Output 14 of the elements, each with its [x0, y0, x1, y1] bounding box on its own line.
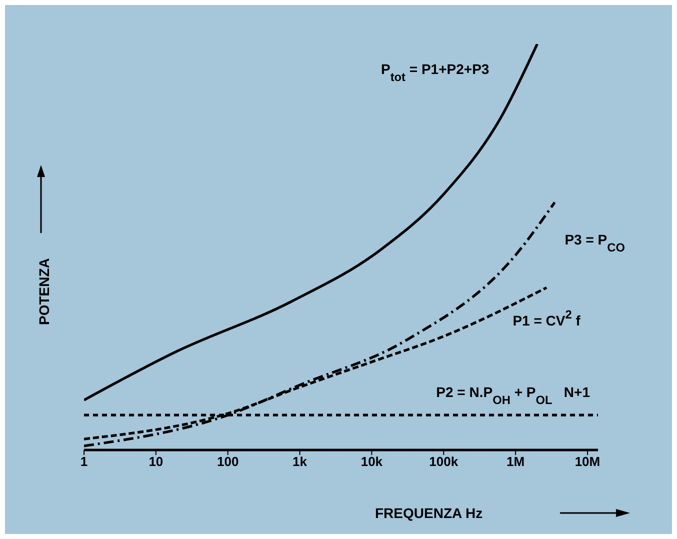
x-tick-label: 1M	[506, 454, 525, 470]
series-label: P2 = N.P$_{OH}$ + P$_{OL}$ N+1	[436, 384, 590, 408]
series-label: P1 = CV$^{2}$ f	[512, 308, 581, 329]
x-axis-title: FREQUENZA Hz	[375, 505, 483, 521]
x-tick-label: 100	[217, 454, 239, 470]
x-tick-label: 100k	[429, 454, 459, 470]
series-label: P$_{tot}$ = P1+P2+P3	[380, 61, 490, 84]
x-tick-label: 10	[148, 454, 164, 470]
series-label: P3 = P$_{CO}$	[564, 231, 625, 254]
x-tick-label: 1	[80, 454, 88, 470]
x-tick-label: 10k	[360, 454, 384, 470]
x-tick-label: 10M	[574, 454, 600, 470]
x-tick-label: 1k	[292, 454, 308, 470]
y-axis-title: POTENZA	[36, 258, 52, 325]
